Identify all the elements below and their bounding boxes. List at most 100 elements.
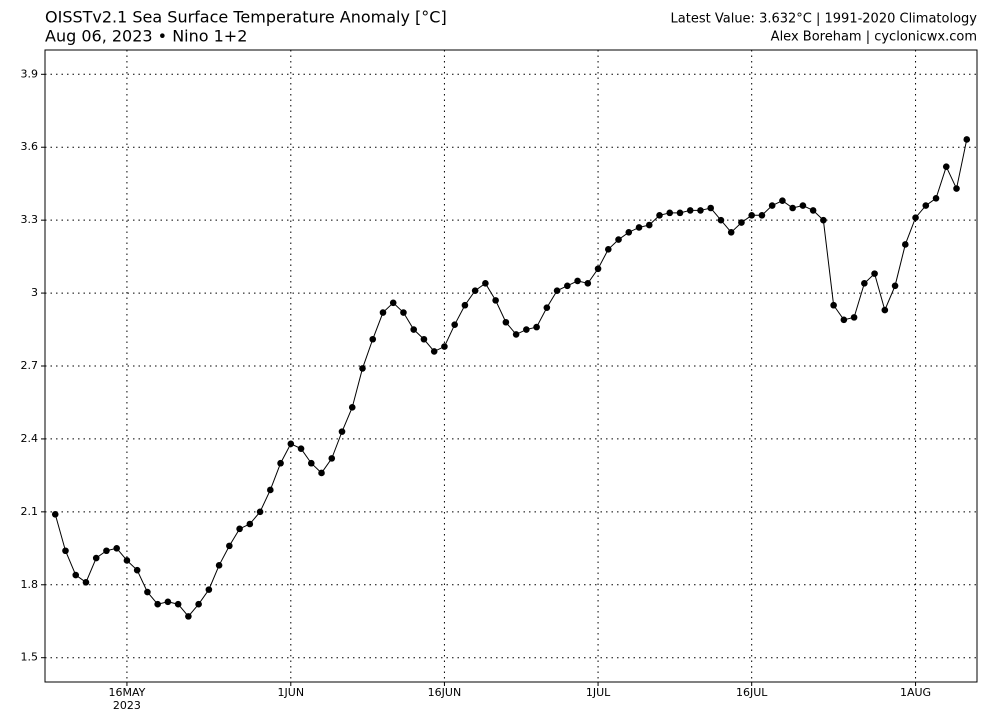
data-point xyxy=(410,326,418,333)
data-point xyxy=(799,202,807,209)
data-point xyxy=(625,229,633,236)
data-point xyxy=(604,246,612,253)
data-point xyxy=(482,280,489,287)
data-point xyxy=(82,579,90,586)
y-tick-label: 3.9 xyxy=(21,67,39,80)
data-point xyxy=(195,600,202,608)
data-point xyxy=(830,301,837,309)
y-tick-label: 3.3 xyxy=(21,213,39,226)
data-point xyxy=(727,229,735,236)
data-point xyxy=(758,211,766,219)
data-point xyxy=(226,542,233,550)
data-point xyxy=(820,216,827,224)
data-point xyxy=(779,197,786,205)
data-point xyxy=(768,202,776,209)
data-point xyxy=(144,588,151,596)
x-tick-label: 16MAY xyxy=(108,686,145,699)
data-point xyxy=(297,445,305,452)
data-point xyxy=(441,343,448,350)
data-point xyxy=(543,304,551,311)
data-point xyxy=(51,510,59,518)
y-tick-label: 2.4 xyxy=(21,432,39,445)
info-text: Latest Value: 3.632°C | 1991-2020 Climat… xyxy=(671,12,978,27)
data-point xyxy=(809,207,817,214)
data-point xyxy=(635,224,643,231)
data-point xyxy=(912,214,919,222)
data-point xyxy=(881,306,889,314)
data-point xyxy=(574,277,581,285)
data-point xyxy=(953,185,960,192)
data-point xyxy=(461,301,469,309)
data-point xyxy=(287,440,295,448)
data-point xyxy=(932,194,940,202)
data-point xyxy=(686,207,694,214)
data-point xyxy=(512,331,520,338)
data-point xyxy=(154,600,161,608)
data-point xyxy=(594,265,602,273)
data-point xyxy=(389,299,397,307)
data-point xyxy=(533,323,540,331)
data-point xyxy=(123,557,131,564)
data-point xyxy=(564,282,571,290)
data-point xyxy=(420,335,428,343)
data-point xyxy=(676,209,684,217)
y-tick-label: 3.6 xyxy=(21,140,39,153)
chart-subtitle: Aug 06, 2023 • Nino 1+2 xyxy=(45,27,247,46)
data-point xyxy=(185,613,192,620)
chart-title: OISSTv2.1 Sea Surface Temperature Anomal… xyxy=(45,8,447,27)
data-point xyxy=(328,455,336,462)
data-point xyxy=(850,314,858,321)
data-point xyxy=(697,207,704,214)
data-point xyxy=(215,562,223,569)
data-point xyxy=(369,335,377,343)
data-point xyxy=(133,566,141,574)
data-point xyxy=(553,287,561,294)
data-line xyxy=(54,139,968,618)
credit-text: Alex Boreham | cyclonicwx.com xyxy=(771,30,977,45)
data-point xyxy=(430,348,438,355)
x-tick-label: 16JUN xyxy=(428,686,462,699)
data-point xyxy=(307,459,315,467)
x-tick-label: 1JUN xyxy=(278,686,305,699)
data-point xyxy=(492,297,499,304)
data-point xyxy=(318,469,325,477)
data-point xyxy=(451,321,458,328)
data-point xyxy=(338,428,346,435)
x-tick-label: 1AUG xyxy=(900,686,931,699)
data-point xyxy=(164,598,172,606)
data-point xyxy=(267,486,274,494)
data-point xyxy=(891,282,899,290)
data-point xyxy=(707,204,715,212)
data-point xyxy=(502,318,510,326)
data-point xyxy=(871,270,878,277)
data-point xyxy=(666,209,674,217)
data-point xyxy=(246,520,254,528)
data-point xyxy=(738,219,745,226)
data-point xyxy=(256,508,264,516)
data-point xyxy=(584,280,592,287)
x-year-label: 2023 xyxy=(113,699,141,712)
data-point xyxy=(174,600,182,608)
data-point xyxy=(963,136,971,143)
data-point xyxy=(103,547,110,555)
data-point xyxy=(840,316,848,324)
data-point xyxy=(942,163,950,170)
data-point xyxy=(72,571,80,579)
data-point xyxy=(748,211,755,219)
x-tick-label: 16JUL xyxy=(736,686,768,699)
data-point xyxy=(861,280,868,287)
data-point xyxy=(400,309,407,316)
data-point xyxy=(348,404,356,411)
data-point xyxy=(717,216,725,224)
y-tick-label: 1.8 xyxy=(21,578,39,591)
x-tick-label: 1JUL xyxy=(586,686,611,699)
data-point xyxy=(902,241,909,248)
data-point xyxy=(379,309,387,316)
data-point xyxy=(359,365,366,372)
data-point xyxy=(789,204,796,212)
data-point xyxy=(645,221,653,229)
data-point xyxy=(113,545,120,552)
data-point xyxy=(922,202,930,209)
data-point xyxy=(471,287,479,294)
